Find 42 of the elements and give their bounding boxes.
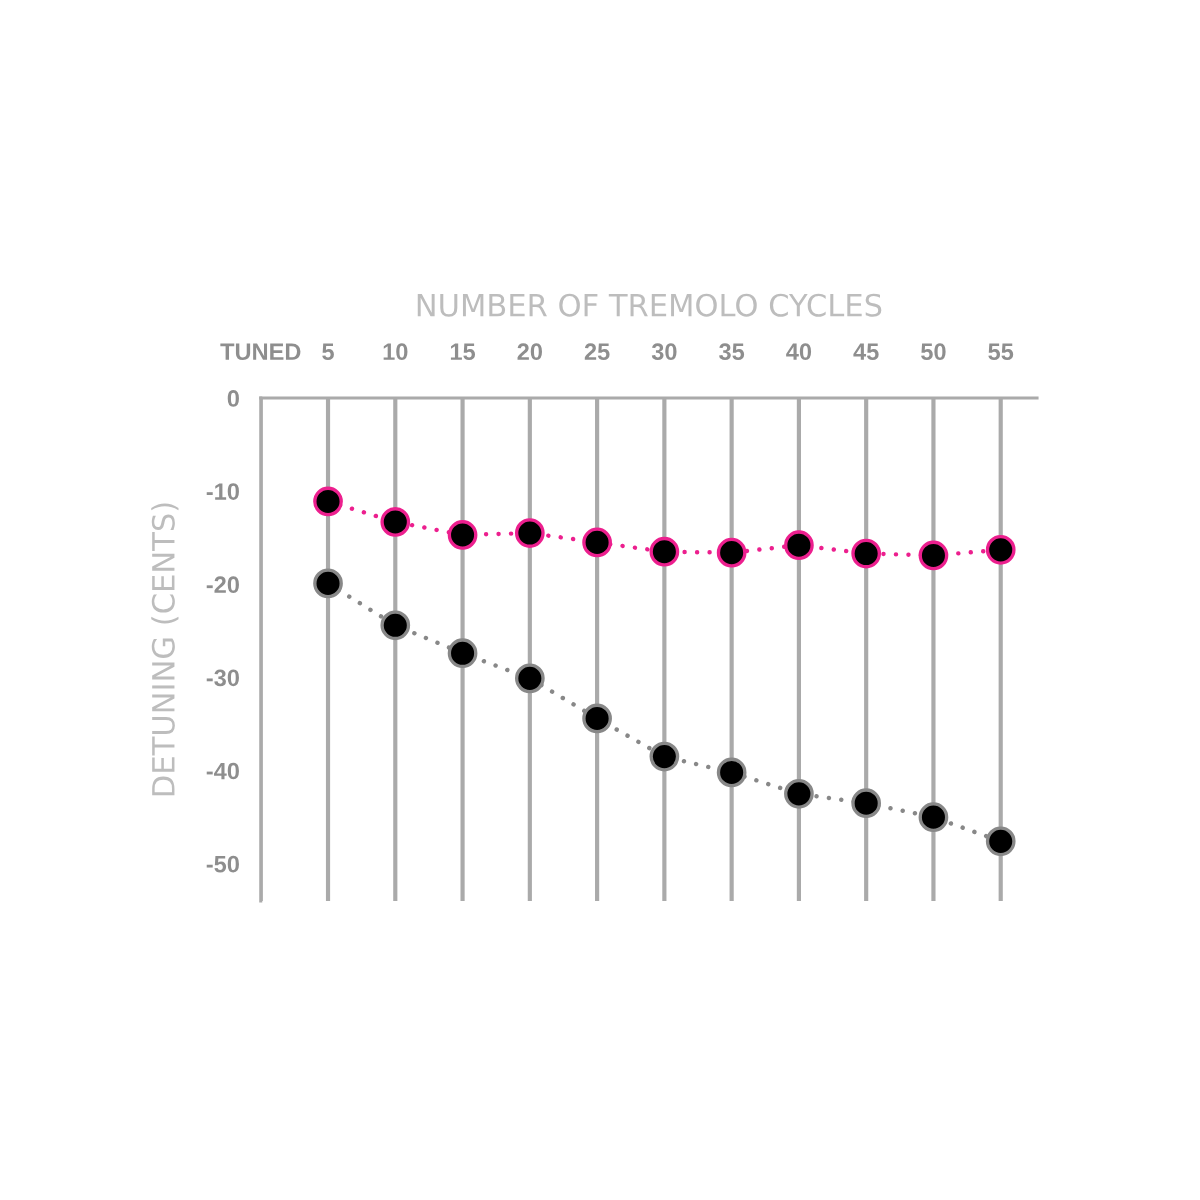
x-tick-label: 5	[322, 343, 334, 361]
x-tick-label: 20	[517, 343, 542, 361]
point	[716, 537, 747, 568]
x-tick-label: 50	[921, 343, 946, 361]
y-tick-label: 0	[227, 390, 239, 407]
point	[985, 826, 1016, 857]
y-tick-label: -50	[206, 855, 239, 873]
point	[447, 638, 478, 669]
x-tick-label: 10	[383, 343, 408, 361]
y-tick-label: -40	[206, 762, 239, 780]
y-tick-label: -30	[206, 669, 239, 687]
point	[985, 534, 1016, 565]
point	[380, 507, 411, 537]
point	[851, 788, 882, 819]
x-tick-label: TUNED	[220, 343, 301, 361]
point	[447, 520, 478, 550]
x-axis-title: NUMBER OF TREMOLO CYCLES	[417, 293, 882, 317]
point	[784, 530, 814, 561]
x-tick-label: 35	[719, 343, 745, 361]
point	[649, 741, 680, 772]
point	[649, 536, 680, 567]
point	[380, 610, 411, 641]
x-tick-label: 55	[988, 343, 1014, 361]
y-axis-title: DETUNING (CENTS)	[151, 503, 179, 796]
point	[514, 518, 545, 548]
point	[514, 663, 545, 694]
point	[918, 802, 949, 832]
y-tick-label: -20	[206, 576, 239, 594]
point	[918, 540, 949, 571]
point	[851, 538, 882, 569]
point	[784, 778, 814, 809]
point	[313, 568, 343, 599]
y-tick-label: -10	[206, 483, 239, 500]
point	[582, 527, 612, 558]
x-tick-label: 25	[584, 343, 610, 361]
point	[716, 757, 747, 788]
x-tick-label: 40	[786, 343, 812, 361]
point	[313, 486, 343, 517]
point	[582, 703, 612, 734]
x-tick-label: 15	[450, 343, 476, 361]
x-tick-label: 30	[651, 343, 677, 361]
x-tick-label: 45	[853, 343, 879, 361]
